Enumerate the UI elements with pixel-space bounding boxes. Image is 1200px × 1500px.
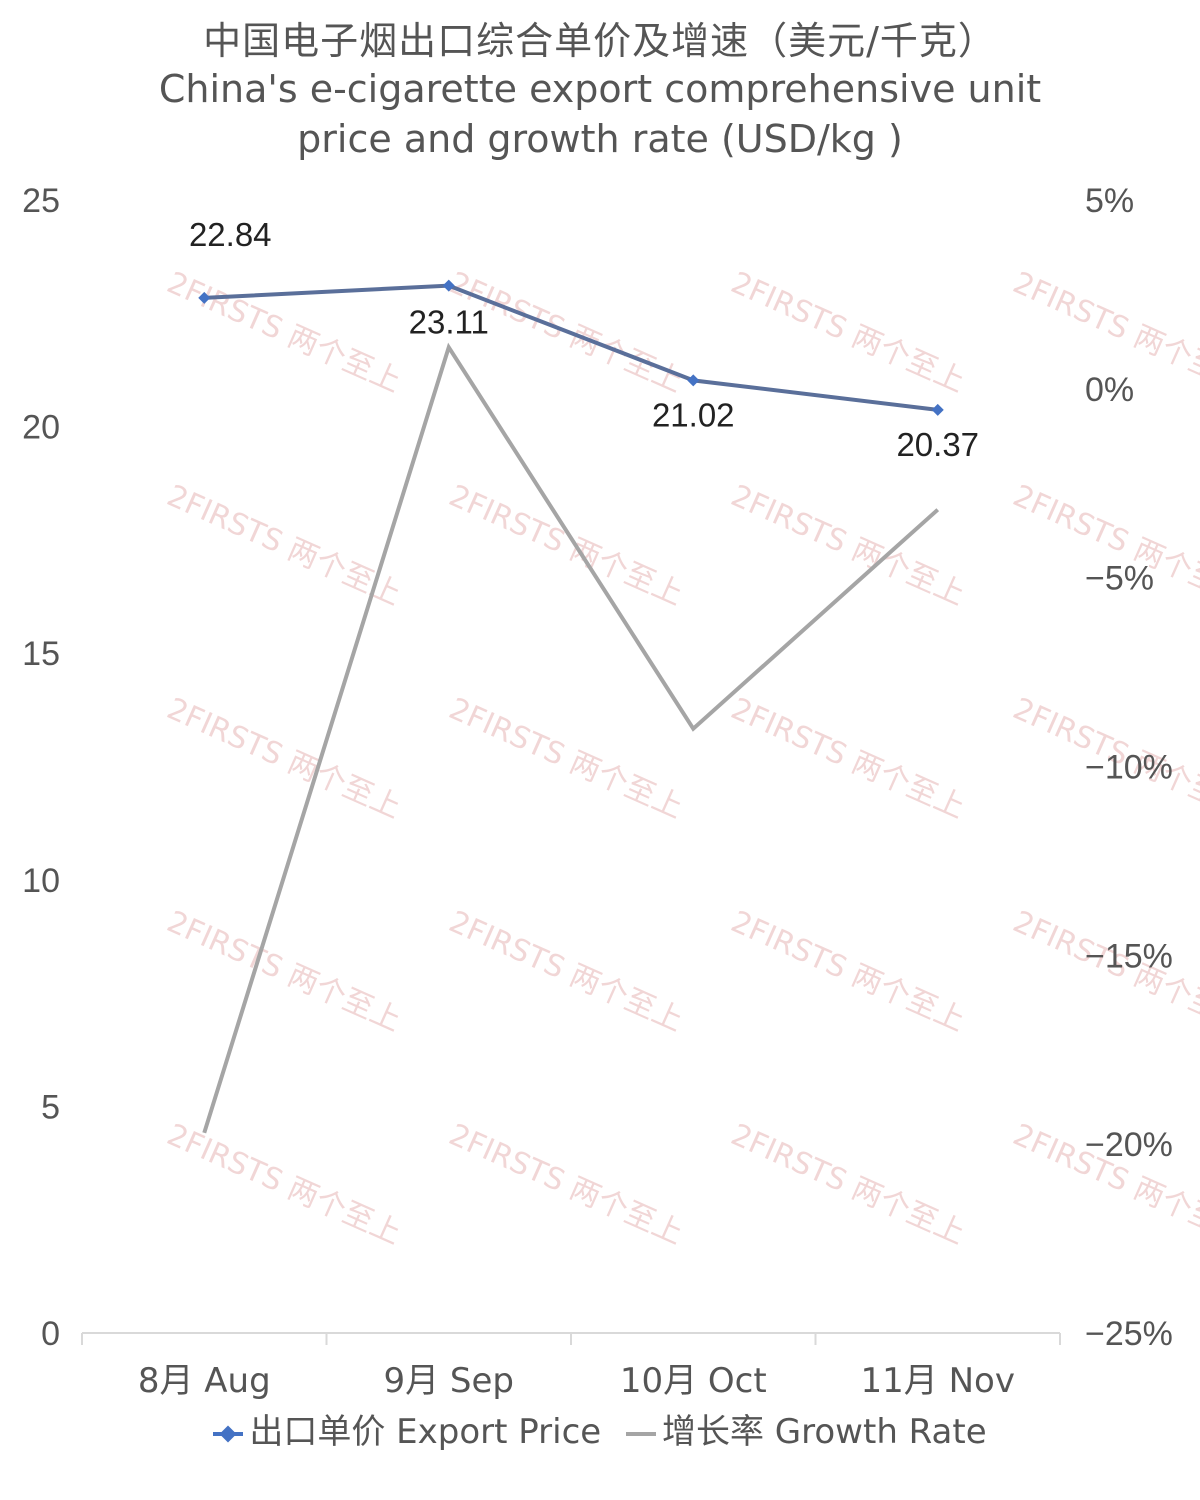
legend: 出口单价 Export Price 增长率 Growth Rate <box>0 1404 1200 1453</box>
export-price-data-label: 21.02 <box>652 396 735 433</box>
watermark-text: 2FIRSTS 两个至上 <box>444 478 688 612</box>
watermark-text: 2FIRSTS 两个至上 <box>162 1117 406 1251</box>
watermark-text: 2FIRSTS 两个至上 <box>726 904 970 1038</box>
x-tick-label: 11月 Nov <box>861 1361 1015 1400</box>
right-tick-label: −5% <box>1085 560 1154 598</box>
left-tick-label: 0 <box>41 1315 60 1353</box>
watermark-text: 2FIRSTS 两个至上 <box>162 691 406 825</box>
export-price-data-label: 23.11 <box>409 304 489 341</box>
export-price-point <box>931 403 944 416</box>
right-tick-label: −15% <box>1085 937 1173 975</box>
chart-title-zh: 中国电子烟出口综合单价及增速（美元/千克） <box>203 19 997 63</box>
watermark-text: 2FIRSTS 两个至上 <box>444 904 688 1038</box>
watermark-text: 2FIRSTS 两个至上 <box>162 265 406 399</box>
right-tick-label: 5% <box>1085 182 1134 220</box>
watermark-text: 2FIRSTS 两个至上 <box>726 265 970 399</box>
left-tick-label: 25 <box>22 182 60 220</box>
legend-marker-export-price <box>213 1419 244 1449</box>
watermark-text: 2FIRSTS 两个至上 <box>726 691 970 825</box>
export-price-line <box>204 283 938 412</box>
export-price-data-label: 22.84 <box>189 216 272 253</box>
x-tick-label: 10月 Oct <box>620 1361 767 1400</box>
x-axis-ticks: 8月 Aug 9月 Sep 10月 Oct 11月 Nov <box>81 1333 1061 1400</box>
legend-item-export-price: 出口单价 Export Price <box>213 1404 601 1453</box>
legend-item-growth-rate: 增长率 Growth Rate <box>626 1404 987 1453</box>
watermark-text: 2FIRSTS 两个至上 <box>444 1117 688 1251</box>
legend-label-growth-rate: 增长率 Growth Rate <box>662 1412 987 1452</box>
series-layer <box>198 279 944 1134</box>
line-chart: 2FIRSTS 两个至上 2FIRSTS 两个至上 2FIRSTS 两个至上 2FIR… <box>22 182 1200 1400</box>
chart-title-en-line-2: price and growth rate (USD/kg ) <box>297 117 903 161</box>
right-tick-label: 0% <box>1085 371 1134 409</box>
right-tick-label: −20% <box>1085 1126 1173 1164</box>
right-axis-ticks: −25% −20% −15% −10% −5% 0% 5% <box>1085 182 1173 1353</box>
data-labels: 22.84 23.11 21.02 20.37 <box>189 216 979 463</box>
watermark-text: 2FIRSTS 两个至上 <box>726 1117 970 1251</box>
right-tick-label: −25% <box>1085 1315 1173 1353</box>
left-tick-label: 15 <box>22 635 60 673</box>
export-price-data-label: 20.37 <box>896 426 979 463</box>
x-tick-label: 9月 Sep <box>383 1361 514 1400</box>
left-tick-label: 20 <box>22 409 60 447</box>
legend-label-export-price: 出口单价 Export Price <box>249 1412 602 1452</box>
watermark-text: 2FIRSTS 两个至上 <box>162 478 406 612</box>
left-tick-label: 5 <box>41 1088 60 1126</box>
left-axis-ticks: 0 5 10 15 20 25 <box>22 182 60 1353</box>
export-price-point <box>687 374 700 387</box>
watermark-text: 2FIRSTS 两个至上 <box>444 691 688 825</box>
export-price-point <box>198 291 211 304</box>
export-price-point <box>442 279 455 292</box>
right-tick-label: −10% <box>1085 749 1173 787</box>
legend-marker-growth-rate <box>626 1419 656 1449</box>
growth-rate-line <box>202 342 940 1134</box>
chart-title-en-line-1: China's e-cigarette export comprehensive… <box>158 67 1042 111</box>
x-tick-label: 8月 Aug <box>138 1361 271 1400</box>
watermark-text: 2FIRSTS 两个至上 <box>162 904 406 1038</box>
left-tick-label: 10 <box>22 862 60 900</box>
chart-title-en: China's e-cigarette export comprehensive… <box>0 64 1200 164</box>
